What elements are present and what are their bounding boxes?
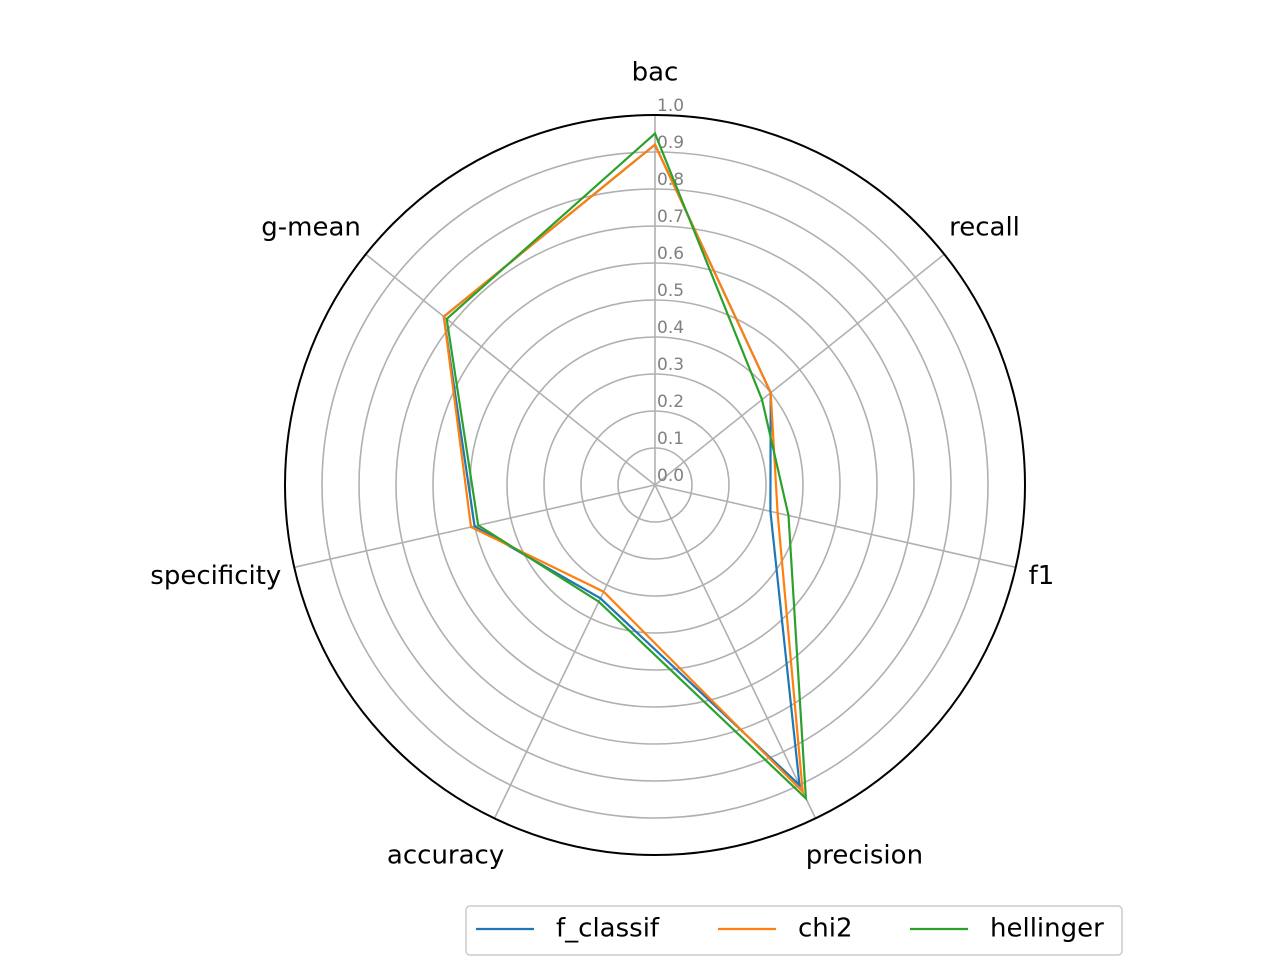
axis-labels: bac recall f1 precision accuracy specificity g…: [150, 58, 1054, 871]
radial-grid: [284, 114, 1026, 856]
r-tick-label: 1.0: [657, 96, 684, 116]
axis-label-f1: f1: [1029, 561, 1055, 591]
axis-spoke: [493, 484, 656, 819]
series-lines: [442, 131, 808, 802]
axis-label-g-mean: g-mean: [261, 213, 361, 243]
axis-spoke: [365, 253, 656, 486]
r-tick-label: 0.9: [657, 133, 684, 153]
legend: f_classif chi2 hellinger: [465, 905, 1123, 956]
series-line-hellinger: [445, 131, 808, 802]
axis-spoke: [654, 484, 1016, 569]
r-tick-label: 0.7: [657, 207, 684, 227]
axis-label-bac: bac: [632, 58, 679, 88]
r-tick-label: 0.0: [657, 466, 684, 486]
axis-label-precision: precision: [806, 841, 923, 871]
axis-spoke: [654, 484, 817, 819]
axis-label-recall: recall: [949, 213, 1020, 243]
axis-label-accuracy: accuracy: [387, 841, 504, 871]
legend-label-hellinger: hellinger: [990, 914, 1104, 944]
axis-label-specificity: specificity: [150, 561, 281, 591]
legend-label-chi2: chi2: [798, 914, 853, 944]
legend-label-f_classif: f_classif: [556, 914, 660, 944]
series-line-chi2: [442, 142, 805, 795]
radial-tick-labels: 0.00.10.20.30.40.50.60.70.80.91.0: [657, 96, 684, 486]
r-tick-label: 0.5: [657, 281, 684, 301]
r-tick-label: 0.2: [657, 392, 684, 412]
outer-frame: [284, 114, 1026, 856]
series-line-f_classif: [442, 142, 801, 788]
axis-spoke: [654, 253, 945, 486]
r-tick-label: 0.4: [657, 318, 684, 338]
r-tick-label: 0.6: [657, 244, 684, 264]
legend-frame: [465, 905, 1123, 956]
r-tick-label: 0.1: [657, 429, 684, 449]
r-tick-label: 0.3: [657, 355, 684, 375]
